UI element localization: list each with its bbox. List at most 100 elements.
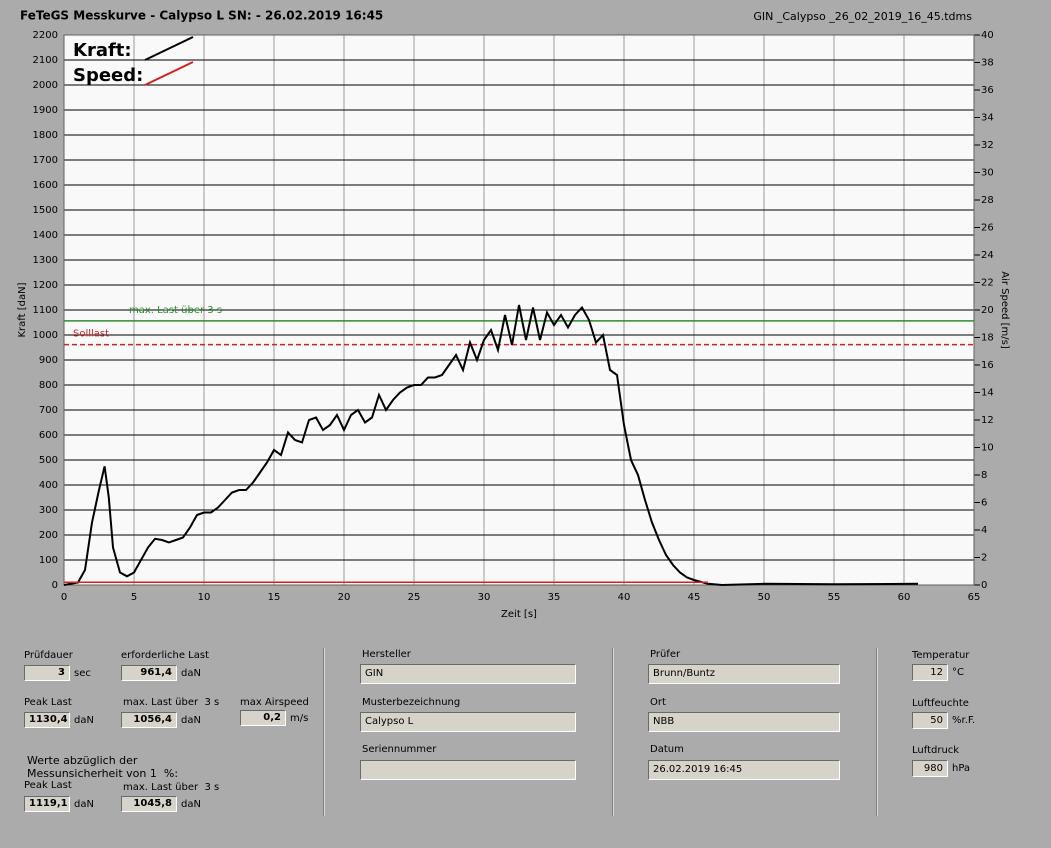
- x-tick-label: 40: [618, 592, 631, 603]
- x-tick-label: 15: [268, 592, 281, 603]
- y-tick-label: 800: [39, 380, 58, 391]
- window-title: FeTeGS Messkurve - Calypso L SN: - 26.02…: [20, 9, 383, 23]
- plot-frame: [63, 34, 975, 586]
- y-tick-label: 700: [39, 405, 58, 416]
- field-label: Seriennummer: [362, 744, 437, 755]
- y2-tick-label: 12: [981, 415, 994, 426]
- field-label: Prüfdauer: [24, 650, 73, 661]
- text-field: 26.02.2019 16:45: [648, 760, 840, 780]
- y2-tick-label: 22: [981, 278, 994, 289]
- y-tick-label: 1000: [33, 330, 58, 341]
- x-tick-label: 50: [758, 592, 771, 603]
- x-tick-label: 0: [61, 592, 67, 603]
- field-label: max Airspeed: [240, 697, 309, 708]
- x-tick-label: 65: [968, 592, 981, 603]
- x-tick-label: 5: [131, 592, 137, 603]
- chart: FeTeGS Messkurve - Calypso L SN: - 26.02…: [17, 9, 1010, 621]
- y2-tick-label: 36: [981, 85, 994, 96]
- x-axis-label: Zeit [s]: [501, 609, 537, 620]
- y-tick-label: 0: [52, 580, 58, 591]
- field-label: Luftdruck: [912, 745, 960, 756]
- x-tick-label: 45: [688, 592, 701, 603]
- unit-label: daN: [181, 799, 201, 810]
- separator: [323, 648, 325, 816]
- text-field: 980: [912, 760, 948, 777]
- y2-axis-label: Air Speed [m/s]: [999, 271, 1010, 349]
- unit-label: daN: [74, 715, 94, 726]
- unit-label: daN: [74, 799, 94, 810]
- y-tick-label: 600: [39, 430, 58, 441]
- separator: [876, 648, 878, 816]
- text-field: 50: [912, 712, 948, 729]
- y-tick-label: 2200: [33, 30, 58, 41]
- y-tick-label: 400: [39, 480, 58, 491]
- y2-tick-label: 14: [981, 388, 994, 399]
- legend-swatch: [144, 61, 194, 86]
- unit-label: hPa: [952, 763, 971, 774]
- x-tick-label: 30: [478, 592, 491, 603]
- y-tick-label: 1900: [33, 105, 58, 116]
- text-field: 961,4: [121, 665, 177, 681]
- text-field: 1119,1: [24, 796, 70, 812]
- y2-tick-label: 10: [981, 443, 994, 454]
- field-label: Hersteller: [362, 649, 411, 660]
- y2-tick-label: 28: [981, 195, 994, 206]
- field-label: Musterbezeichnung: [362, 697, 461, 708]
- y-tick-label: 2000: [33, 80, 58, 91]
- text-field: 3: [24, 665, 70, 681]
- unit-label: m/s: [290, 713, 309, 724]
- y-tick-label: 300: [39, 505, 58, 516]
- field-label: max. Last über 3 s: [123, 782, 220, 793]
- y-tick-label: 1200: [33, 280, 58, 291]
- y2-tick-label: 34: [981, 113, 994, 124]
- legend-swatch: [144, 36, 194, 61]
- field-label: Prüfer: [650, 649, 681, 660]
- legend-label: Speed:: [73, 65, 143, 86]
- field-label: Peak Last: [24, 697, 72, 708]
- y-tick-label: 200: [39, 530, 58, 541]
- text-field: Calypso L: [360, 712, 576, 732]
- y-tick-label: 1400: [33, 230, 58, 241]
- y2-tick-label: 30: [981, 168, 994, 179]
- field-label: Luftfeuchte: [912, 698, 969, 709]
- y-tick-label: 1100: [33, 305, 58, 316]
- y-tick-label: 2100: [33, 55, 58, 66]
- text-field: 1045,8: [121, 796, 177, 812]
- y2-tick-label: 38: [981, 58, 994, 69]
- y2-tick-label: 16: [981, 360, 994, 371]
- x-tick-label: 10: [198, 592, 211, 603]
- y2-tick-label: 6: [981, 498, 987, 509]
- y2-tick-label: 0: [981, 580, 987, 591]
- reference-label: max. Last über 3 s: [129, 305, 222, 316]
- x-tick-label: 55: [828, 592, 841, 603]
- y-tick-label: 500: [39, 455, 58, 466]
- x-tick-label: 25: [408, 592, 421, 603]
- separator: [612, 648, 614, 816]
- field-label: Datum: [650, 744, 684, 755]
- note-text: Messunsicherheit von 1 %:: [27, 767, 179, 780]
- x-tick-label: 20: [338, 592, 351, 603]
- unit-label: daN: [181, 668, 201, 679]
- reference-label: Solllast: [73, 329, 109, 340]
- text-field: 12: [912, 664, 948, 681]
- y2-tick-label: 26: [981, 223, 994, 234]
- y2-tick-label: 20: [981, 305, 994, 316]
- text-field: [360, 760, 576, 780]
- text-field: 1056,4: [121, 712, 177, 728]
- y-tick-label: 1600: [33, 180, 58, 191]
- y-tick-label: 1800: [33, 130, 58, 141]
- y2-tick-label: 2: [981, 553, 987, 564]
- field-label: erforderliche Last: [121, 650, 210, 661]
- x-tick-label: 60: [898, 592, 911, 603]
- text-field: NBB: [648, 712, 840, 732]
- field-label: Peak Last: [24, 780, 72, 791]
- y2-tick-label: 18: [981, 333, 994, 344]
- y2-tick-label: 24: [981, 250, 994, 261]
- data-line: [63, 304, 919, 587]
- y-axis-label: Kraft [daN]: [17, 282, 28, 337]
- field-label: Ort: [650, 697, 666, 708]
- y2-tick-label: 32: [981, 140, 994, 151]
- y2-tick-label: 4: [981, 525, 987, 536]
- note-text: Werte abzüglich der: [27, 754, 138, 767]
